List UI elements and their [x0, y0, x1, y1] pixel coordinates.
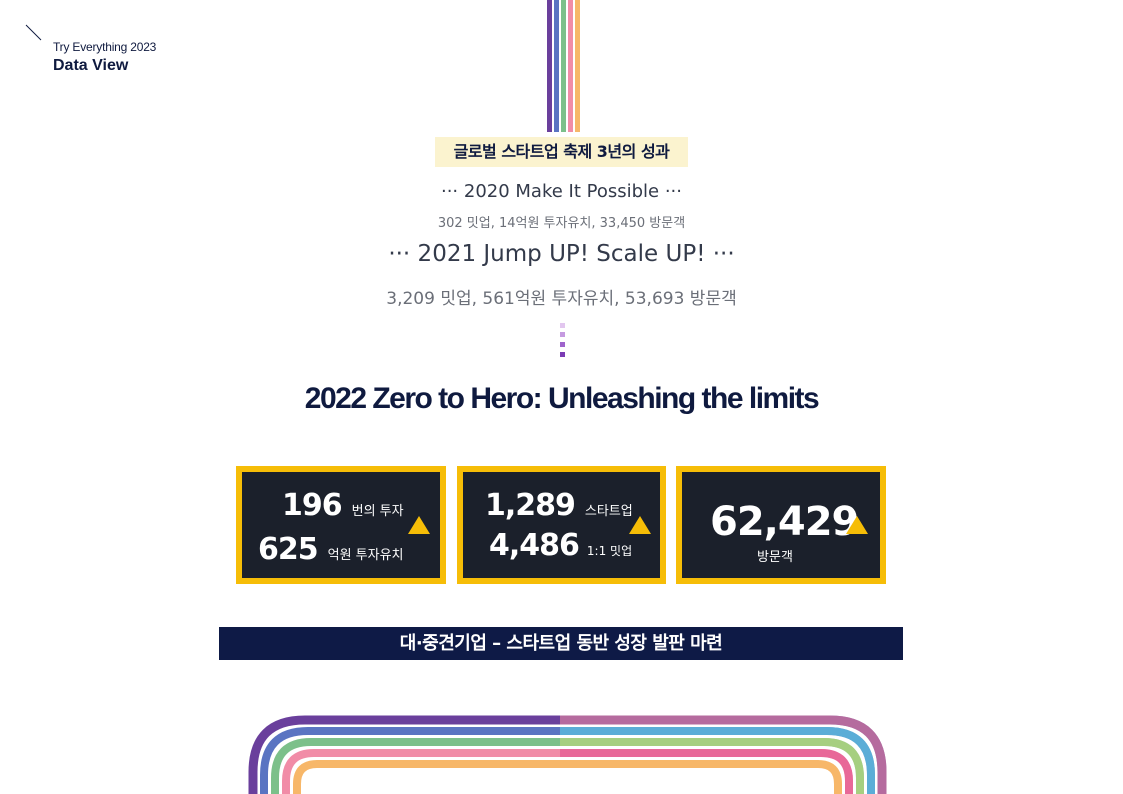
partnership-banner: 대·중견기업 – 스타트업 동반 성장 발판 마련: [219, 627, 903, 660]
investment-amount-value: 625: [258, 532, 319, 567]
brand-title: Data View: [53, 57, 129, 74]
section-heading: 글로벌 스타트업 축제 3년의 성과: [435, 137, 688, 167]
up-triangle-icon: [408, 516, 430, 534]
stat-box-investments: 196 번의 투자 625 억원 투자유치: [236, 466, 446, 584]
visitor-count-label: 방문객: [757, 550, 793, 565]
stat-box-visitors: 62,429 방문객: [676, 466, 886, 584]
brand-subtitle: Try Everything 2023: [53, 40, 157, 54]
startup-count-row: 1,289 스타트업: [485, 488, 633, 523]
investment-count-label: 번의 투자: [351, 504, 404, 519]
investment-amount-label: 억원 투자유치: [327, 548, 404, 563]
corner-decoration: [25, 24, 42, 41]
startup-count-value: 1,289: [485, 488, 576, 523]
meetup-count-row: 4,486 1:1 밋업: [489, 528, 632, 563]
visitor-count-value: 62,429: [710, 499, 859, 545]
year-2021-stats: 3,209 밋업, 561억원 투자유치, 53,693 방문객: [386, 289, 737, 309]
dotted-connector: [560, 323, 565, 357]
investment-amount-row: 625 억원 투자유치: [258, 532, 404, 567]
top-stripes: [547, 0, 580, 132]
meetup-count-value: 4,486: [489, 528, 580, 563]
year-2020-stats: 302 밋업, 14억원 투자유치, 33,450 방문객: [437, 216, 686, 231]
year-2021-title: ··· 2021 Jump UP! Scale UP! ···: [388, 241, 735, 267]
investment-count-value: 196: [282, 488, 343, 523]
up-triangle-icon: [846, 516, 868, 534]
stat-box-startups: 1,289 스타트업 4,486 1:1 밋업: [457, 466, 666, 584]
year-2020-title: ··· 2020 Make It Possible ···: [440, 181, 682, 202]
meetup-count-label: 1:1 밋업: [586, 544, 633, 558]
up-triangle-icon: [629, 516, 651, 534]
headline-2022: 2022 Zero to Hero: Unleashing the limits: [304, 382, 820, 415]
investment-count-row: 196 번의 투자: [282, 488, 404, 523]
visitor-group: 62,429 방문객: [710, 499, 859, 565]
startup-count-label: 스타트업: [584, 504, 633, 519]
brand-block: Try Everything 2023 Data View: [53, 40, 156, 75]
